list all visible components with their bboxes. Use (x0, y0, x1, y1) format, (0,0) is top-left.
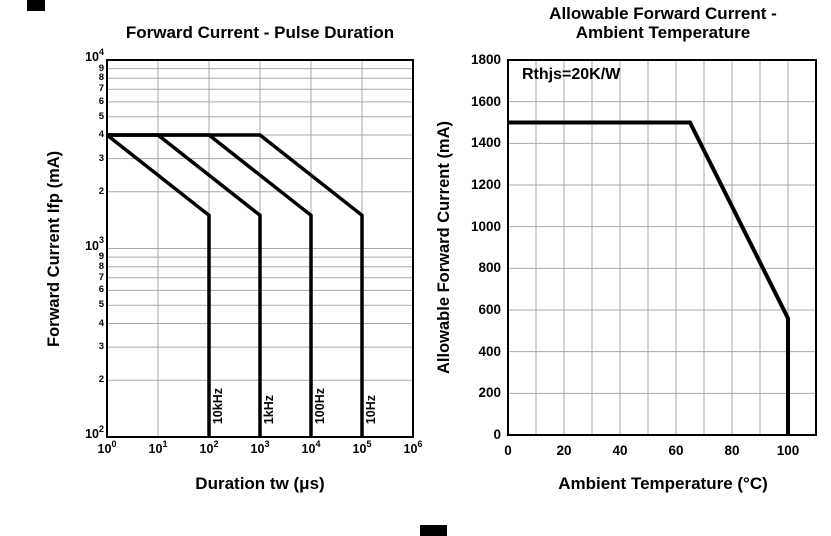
y-minor-tick-label: 4 (98, 129, 104, 140)
x-tick-label: 102 (199, 438, 219, 456)
scan-artifact-mark (420, 525, 447, 536)
x-tick-label: 40 (612, 443, 628, 458)
y-minor-tick-label: 5 (98, 299, 104, 311)
y-tick-label: 800 (478, 260, 501, 276)
y-minor-tick-label: 5 (98, 110, 104, 122)
y-minor-tick-label: 2 (98, 185, 104, 197)
scan-artifact-mark (27, 0, 45, 11)
curve-label-1kHz: 1kHz (262, 394, 276, 424)
y-minor-tick-label: 6 (98, 95, 104, 107)
x-tick-label: 106 (403, 438, 423, 456)
thermal-resistance-annotation: Rthjs=20K/W (522, 66, 621, 83)
y-tick-label: 104 (85, 46, 104, 64)
curve-1kHz (107, 133, 262, 437)
pulse-duration-chart-title: Forward Current - Pulse Duration (125, 23, 395, 42)
right-plot-frame (507, 59, 817, 436)
y-minor-tick-label: 8 (98, 260, 104, 272)
y-tick-label: 0 (493, 427, 501, 442)
y-tick-label: 1000 (470, 218, 501, 234)
ambient-temperature-chart-title: Allowable Forward Current - Ambient Temp… (478, 4, 831, 42)
y-minor-tick-label: 9 (98, 62, 104, 74)
x-tick-label: 100 (776, 443, 800, 458)
right-y-axis-label: Allowable Forward Current (mA) (435, 120, 453, 375)
y-tick-label: 1200 (470, 177, 501, 192)
y-tick-label: 600 (478, 302, 501, 317)
curve-label-10kHz: 10kHz (211, 387, 225, 424)
x-tick-label: 60 (668, 443, 684, 458)
y-tick-label: 1800 (470, 52, 501, 67)
x-tick-label: 101 (148, 438, 168, 456)
left-y-axis-label: Forward Current Ifp (mA) (45, 150, 63, 347)
y-tick-label: 200 (478, 385, 501, 401)
x-tick-label: 20 (556, 443, 572, 458)
title-line-2: Ambient Temperature (575, 23, 751, 42)
curve-10kHz (105, 133, 211, 437)
y-tick-label: 400 (478, 343, 501, 359)
curve-label-100Hz: 100Hz (313, 387, 327, 424)
curve-allowable-forward-current (508, 120, 790, 435)
x-tick-label: 0 (504, 443, 512, 458)
left-x-axis-label: Duration tw (μs) (195, 474, 325, 493)
y-minor-tick-label: 4 (98, 317, 104, 329)
y-minor-tick-label: 8 (98, 72, 104, 84)
x-tick-label: 103 (250, 438, 270, 456)
curve-label-10Hz: 10Hz (364, 394, 378, 424)
y-minor-tick-label: 7 (98, 271, 104, 283)
y-minor-tick-label: 7 (98, 83, 104, 95)
y-minor-tick-label: 3 (98, 341, 104, 353)
curve-10Hz (107, 133, 364, 437)
title-line-1: Allowable Forward Current - (549, 4, 777, 23)
y-tick-label: 1400 (470, 135, 501, 151)
y-minor-tick-label: 2 (98, 374, 104, 386)
x-tick-label: 80 (724, 443, 740, 458)
y-minor-tick-label: 6 (98, 284, 104, 296)
x-tick-label: 105 (352, 438, 372, 456)
right-x-axis-label: Ambient Temperature (°C) (558, 474, 768, 493)
y-tick-label: 1600 (470, 93, 501, 109)
x-tick-label: 104 (301, 438, 321, 456)
y-tick-label: 102 (85, 423, 104, 441)
x-tick-label: 100 (97, 438, 117, 456)
y-tick-label: 103 (85, 235, 104, 253)
y-minor-tick-label: 9 (98, 251, 104, 263)
y-minor-tick-label: 3 (98, 152, 104, 164)
